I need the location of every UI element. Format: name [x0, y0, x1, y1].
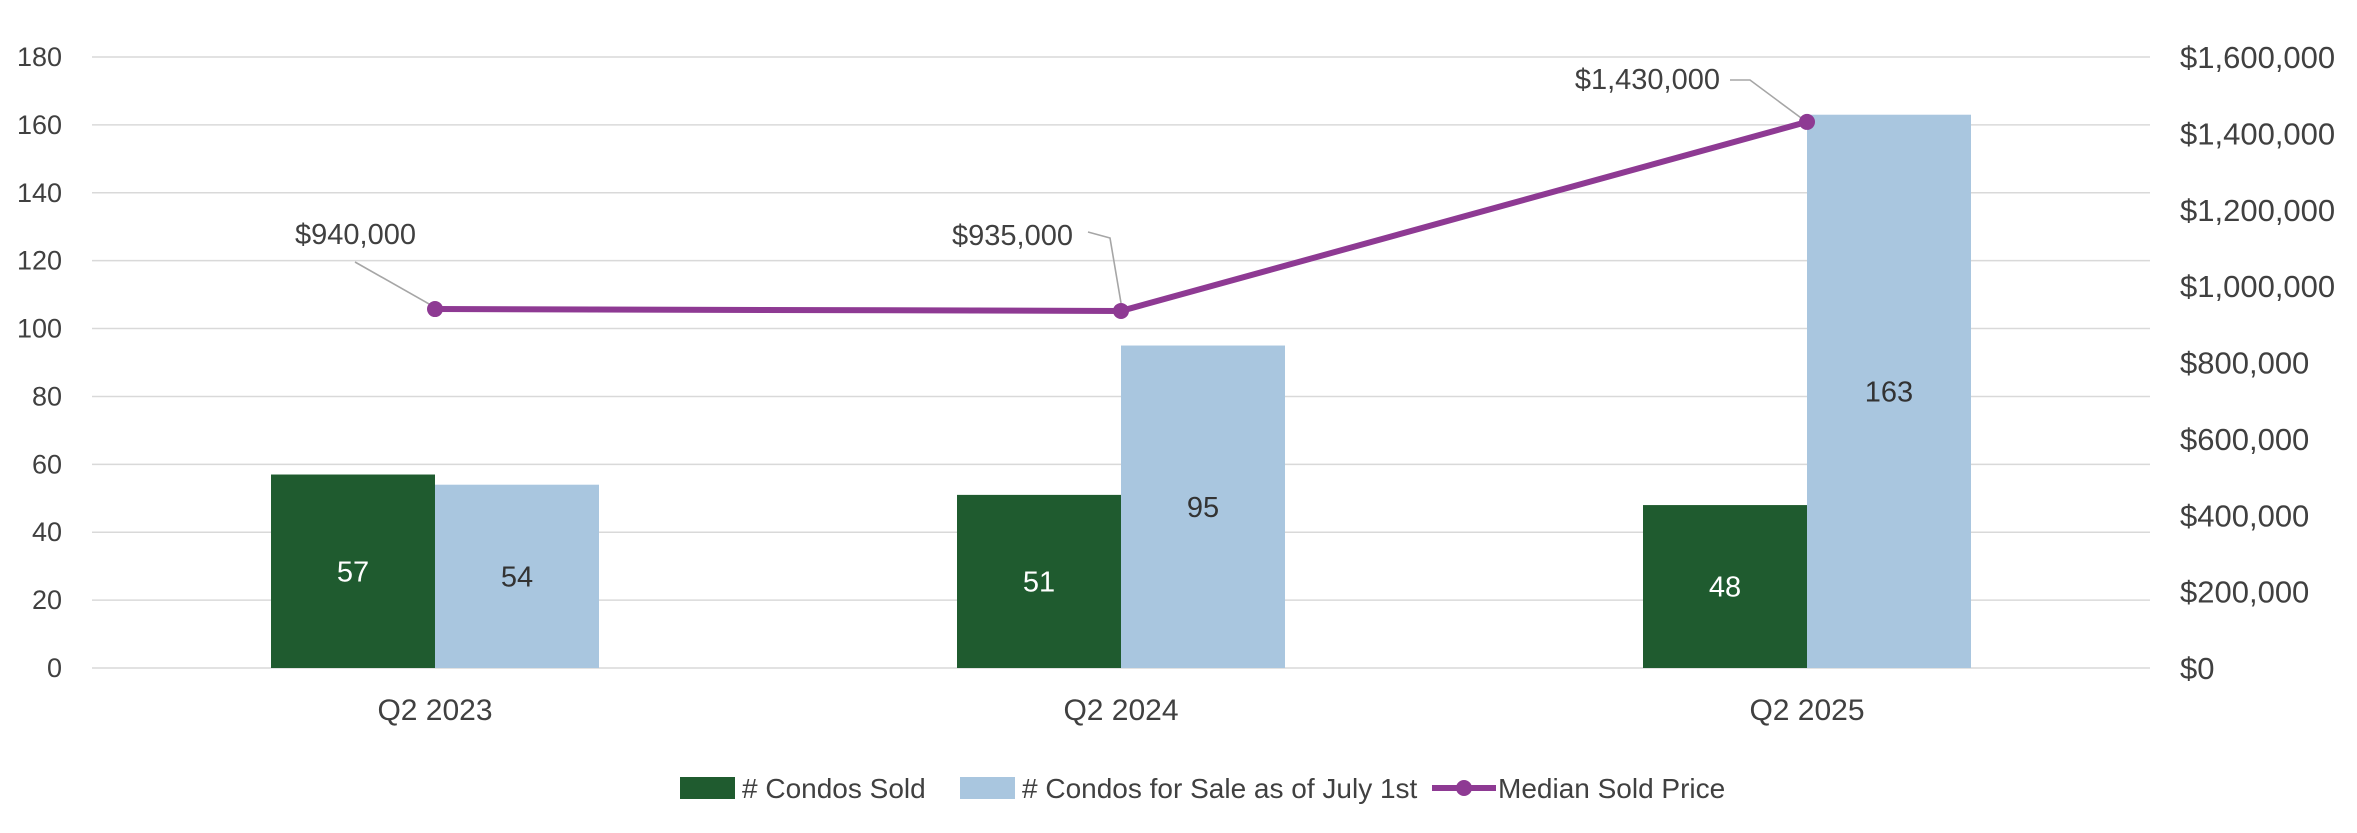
legend-marker — [1456, 780, 1472, 796]
median-price-line — [434, 119, 1808, 314]
legend-item-condos-for-sale-as-of-july-1st: # Condos for Sale as of July 1st — [960, 773, 1418, 804]
bar-value-label: 163 — [1865, 376, 1913, 408]
right-axis-ticks: $0 $200,000 $400,000 $600,000 $800,000 $1,000… — [2180, 40, 2335, 686]
bar-condos-for-sale-as-of-july-1st-q2-2023 — [435, 484, 599, 668]
price-point-marker — [1799, 113, 1815, 130]
left-axis-tick-label: 40 — [32, 517, 62, 547]
left-axis-tick-label: 120 — [17, 246, 62, 276]
legend-label: # Condos Sold — [742, 773, 926, 804]
legend-label: Median Sold Price — [1498, 773, 1725, 804]
price-data-label: $940,000 — [295, 219, 416, 251]
left-axis-tick-label: 0 — [47, 653, 62, 683]
right-axis-tick-label: $600,000 — [2180, 422, 2309, 457]
right-axis-tick-label: $1,600,000 — [2180, 40, 2335, 75]
left-axis-tick-label: 60 — [32, 449, 62, 479]
left-axis-tick-label: 100 — [17, 314, 62, 344]
price-line: $940,000 $935,000 $1,430,000 — [295, 64, 1815, 319]
right-axis-tick-label: $400,000 — [2180, 498, 2309, 533]
bar-condos-sold-q2-2023 — [271, 474, 435, 668]
bar-condos-for-sale-as-of-july-1st-q2-2024 — [1121, 345, 1285, 668]
left-axis-tick-label: 20 — [32, 585, 62, 615]
callout-leader — [354, 261, 432, 306]
left-axis-tick-label: 180 — [17, 42, 62, 72]
category-labels: Q2 2023 Q2 2024 Q2 2025 — [377, 694, 1864, 727]
left-axis-tick-label: 140 — [17, 178, 62, 208]
legend-label: # Condos for Sale as of July 1st — [1022, 773, 1418, 804]
legend: # Condos Sold # Condos for Sale as of Jul… — [680, 773, 1725, 804]
left-axis-ticks: 0 20 40 60 80 100 120 140 160 180 — [17, 42, 62, 683]
right-axis-tick-label: $0 — [2180, 651, 2214, 686]
category-label-q2-2024: Q2 2024 — [1063, 694, 1178, 727]
bar-condos-sold-q2-2024 — [957, 494, 1121, 668]
right-axis-tick-label: $1,000,000 — [2180, 269, 2335, 304]
price-point-marker — [427, 301, 443, 318]
price-point-marker — [1113, 302, 1129, 319]
bar-value-label: 54 — [501, 561, 533, 593]
bar-value-label: 95 — [1187, 492, 1219, 524]
right-axis-tick-label: $1,400,000 — [2180, 116, 2335, 151]
legend-item-median-sold-price: Median Sold Price — [1432, 773, 1725, 804]
bar-condos-sold-q2-2025 — [1643, 505, 1807, 668]
category-label-q2-2025: Q2 2025 — [1749, 694, 1864, 727]
left-axis-tick-label: 80 — [32, 381, 62, 411]
right-axis-tick-label: $1,200,000 — [2180, 193, 2335, 228]
callout-leader — [1087, 231, 1122, 304]
price-data-label: $935,000 — [952, 220, 1073, 252]
bar-value-label: 51 — [1023, 566, 1055, 598]
left-axis-tick-label: 160 — [17, 110, 62, 140]
bar-value-label: 57 — [337, 556, 369, 588]
right-axis-tick-label: $200,000 — [2180, 575, 2309, 610]
legend-item-condos-sold: # Condos Sold — [680, 773, 926, 804]
callout-leader — [1730, 79, 1802, 119]
legend-swatch — [960, 777, 1015, 799]
bar-value-label: 48 — [1709, 572, 1741, 604]
bar-condos-for-sale-as-of-july-1st-q2-2025 — [1807, 114, 1971, 668]
bars: 57 54 51 95 48 163 — [271, 114, 1971, 668]
price-data-label: $1,430,000 — [1575, 64, 1720, 96]
legend-swatch — [680, 777, 735, 799]
right-axis-tick-label: $800,000 — [2180, 346, 2309, 381]
category-label-q2-2023: Q2 2023 — [377, 694, 492, 727]
